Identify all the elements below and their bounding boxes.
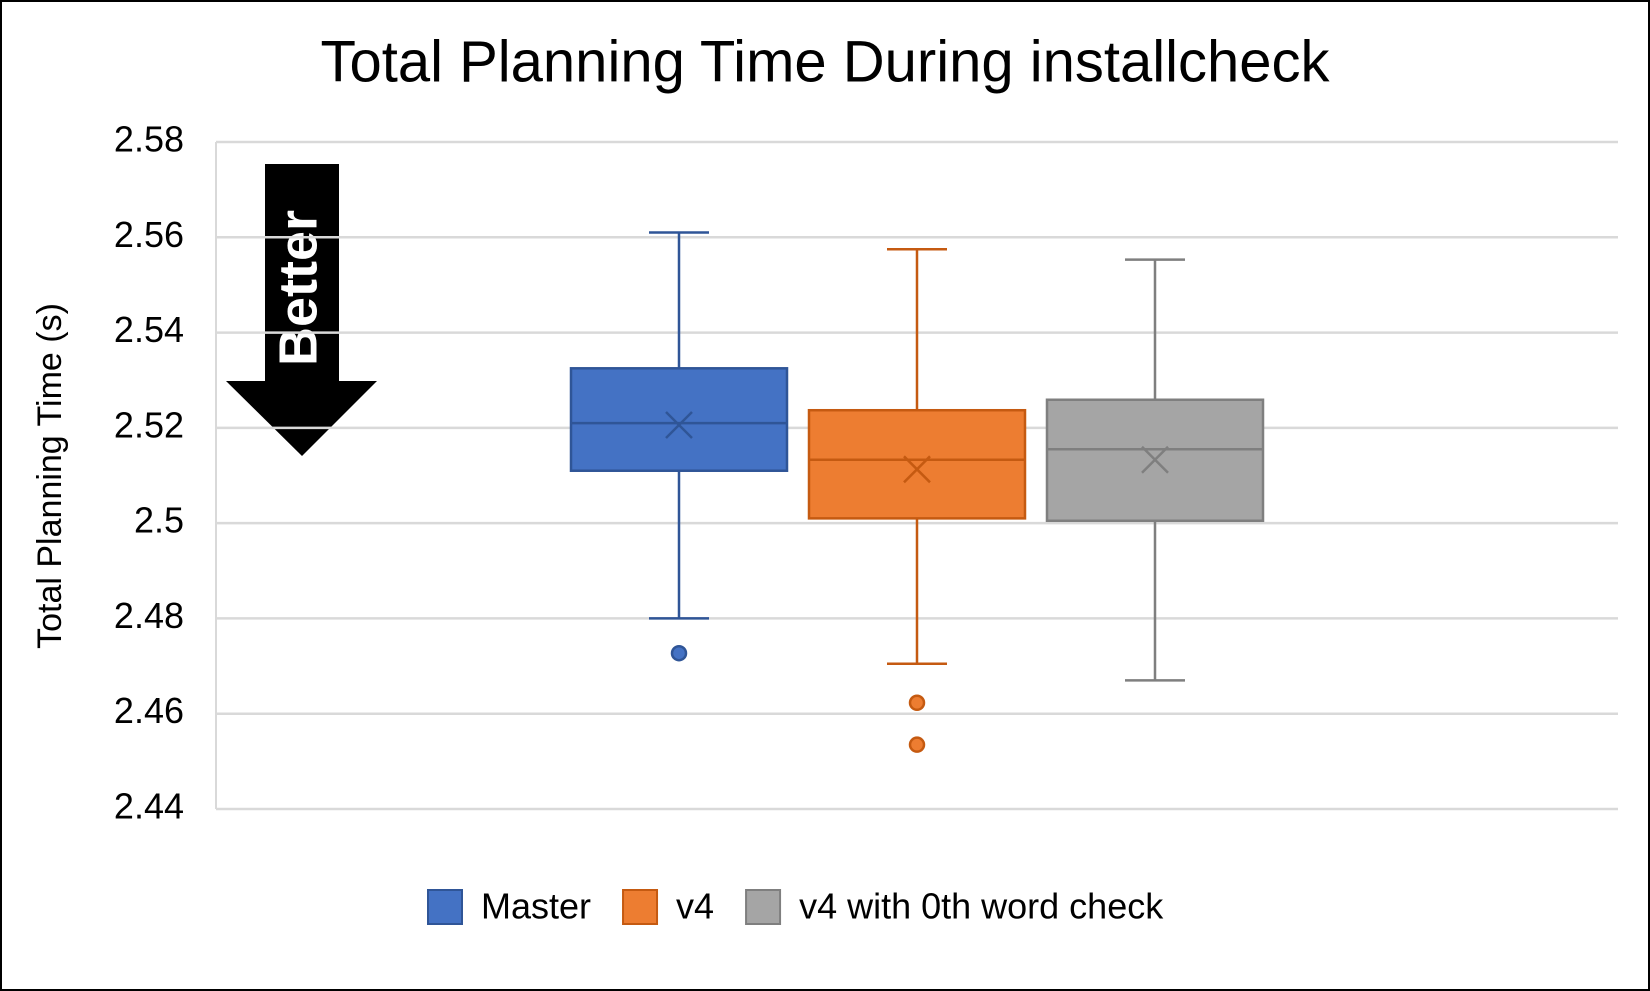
outlier bbox=[908, 694, 926, 712]
y-tick-label: 2.54 bbox=[114, 309, 184, 350]
legend-swatch bbox=[745, 889, 782, 925]
y-tick-label: 2.5 bbox=[134, 500, 184, 541]
chart-title: Total Planning Time During installcheck bbox=[320, 29, 1330, 94]
y-tick-label: 2.48 bbox=[114, 595, 184, 636]
y-axis-label: Total Planning Time (s) bbox=[31, 303, 69, 649]
mean-marker bbox=[1141, 445, 1169, 474]
mean-marker bbox=[903, 455, 931, 484]
better-arrow: Better bbox=[226, 164, 377, 456]
box bbox=[807, 408, 1027, 520]
arrow-head bbox=[226, 381, 377, 456]
y-tick-label: 2.58 bbox=[114, 119, 184, 160]
y-tick-label: 2.46 bbox=[114, 690, 184, 731]
legend-label: v4 bbox=[676, 886, 714, 927]
y-tick-label: 2.52 bbox=[114, 404, 184, 445]
box-group bbox=[569, 231, 789, 662]
box-group bbox=[807, 247, 1027, 753]
legend-swatch bbox=[622, 889, 659, 925]
legend-label: v4 with 0th word check bbox=[799, 886, 1164, 927]
outlier bbox=[908, 736, 926, 753]
box-group bbox=[1045, 258, 1265, 682]
box bbox=[569, 367, 789, 472]
annotation: Better bbox=[268, 210, 328, 366]
arrow-shaft bbox=[265, 164, 339, 381]
y-tick-label: 2.44 bbox=[114, 786, 184, 827]
y-tick-label: 2.56 bbox=[114, 214, 184, 255]
mean-marker bbox=[665, 411, 693, 439]
outlier bbox=[670, 644, 688, 662]
legend-label: Master bbox=[481, 886, 591, 927]
legend-swatch bbox=[427, 889, 463, 925]
